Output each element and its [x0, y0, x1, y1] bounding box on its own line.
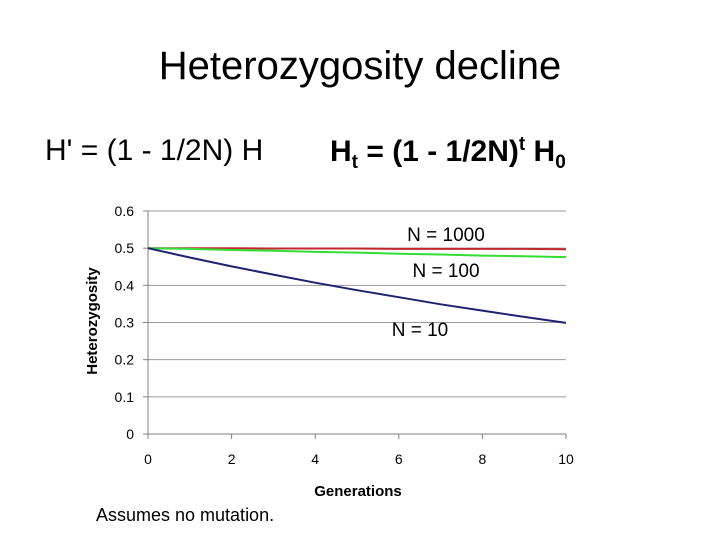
- series-line-1: [148, 247, 567, 251]
- formula-t-exponent: t: [518, 134, 526, 155]
- chart-gridlines: [148, 210, 566, 398]
- formula-t-generations: Ht = (1 - 1/2N)t H0: [330, 134, 566, 174]
- x-tick-label: 8: [479, 451, 487, 467]
- y-tick-label: 0.6: [115, 203, 135, 219]
- formula-one-generation: H' = (1 - 1/2N) H: [45, 134, 264, 167]
- x-tick-label: 6: [395, 451, 403, 467]
- chart-series-labels: N = 1000 N = 100 N = 10: [392, 225, 485, 341]
- x-axis-label: Generations: [314, 483, 402, 500]
- series-label-1: N = 1000: [407, 225, 485, 246]
- y-tick-label: 0.1: [115, 389, 135, 405]
- formula-t-subscript: t: [351, 152, 358, 173]
- y-axis-label: Heterozygosity: [84, 267, 101, 375]
- y-tick-label: 0.3: [115, 315, 135, 331]
- chart-axes: [143, 210, 567, 439]
- y-tick-label: 0: [126, 426, 134, 442]
- x-tick-label: 10: [558, 451, 574, 467]
- y-tick-label: 0.5: [115, 240, 135, 256]
- x-tick-label: 2: [228, 451, 236, 467]
- formula-middle: = (1 - 1/2N): [358, 135, 519, 168]
- mutation-note: Assumes no mutation.: [96, 505, 275, 525]
- x-tick-label: 4: [311, 451, 319, 467]
- y-tick-label: 0.4: [115, 277, 135, 293]
- series-line-2: [147, 247, 567, 259]
- y-tick-label: 0.2: [115, 352, 135, 368]
- series-label-2: N = 100: [412, 261, 479, 282]
- formula-zero-subscript: 0: [555, 152, 566, 173]
- series-label-3: N = 10: [392, 320, 449, 341]
- slide-title: Heterozygosity decline: [158, 44, 562, 88]
- formula-h0: H: [525, 135, 556, 168]
- series-line-3: [147, 247, 567, 324]
- chart-tick-labels: 0 0.1 0.2 0.3 0.4 0.5 0.6 0 2 4 6 8 10: [115, 203, 574, 467]
- chart-series: [147, 247, 567, 324]
- x-tick-label: 0: [144, 451, 152, 467]
- formula-h: H: [330, 135, 352, 168]
